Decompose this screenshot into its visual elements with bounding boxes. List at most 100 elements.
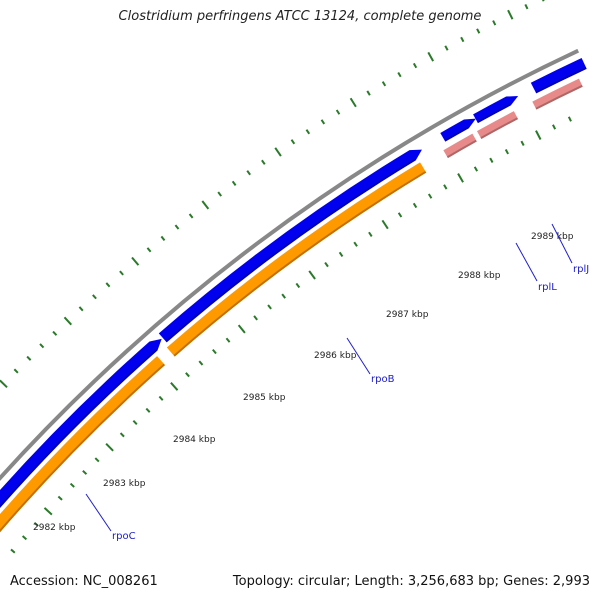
inner-tick (170, 382, 179, 391)
outer-tick-row (0, 0, 545, 389)
outer-tick (201, 200, 210, 210)
outer-tick (52, 330, 58, 336)
outer-tick (78, 306, 84, 312)
cds-rplJ-forward[interactable] (473, 95, 519, 124)
outer-tick (305, 129, 311, 135)
outer-tick (131, 256, 140, 266)
cds-rpoC-forward-a[interactable] (0, 338, 162, 514)
rrna-rplL[interactable] (443, 133, 477, 159)
cds-rpoB-reverse[interactable] (166, 162, 427, 357)
cds-rpoB-reverse-shade (173, 170, 427, 357)
outer-tick (381, 81, 387, 87)
outer-tick (349, 97, 357, 108)
inner-tick (353, 241, 358, 247)
inner-tick (21, 535, 28, 541)
outer-tick (460, 36, 465, 43)
scale-label-2982: 2982 kbp (33, 523, 76, 533)
outer-tick (26, 355, 32, 361)
rpoC-leader (85, 493, 112, 532)
cds-rpoC-reverse-shade (0, 363, 166, 533)
genome-backbone (0, 48, 580, 482)
inner-tick (43, 507, 53, 516)
inner-tick (338, 251, 344, 257)
outer-tick (397, 71, 402, 78)
gene-label-rpoB[interactable]: rpoB (371, 374, 395, 385)
outer-tick (261, 159, 266, 165)
scale-label-group: 2982 kbp 2983 kbp 2984 kbp 2985 kbp 2986… (33, 232, 574, 533)
inner-tick (253, 315, 258, 321)
outer-tick (524, 4, 529, 10)
map-title: Clostridium perfringens ATCC 13124, comp… (118, 9, 482, 24)
outer-tick (274, 147, 282, 157)
inner-tick (119, 432, 125, 438)
cds-rplJ-forward-shade (476, 103, 511, 124)
rpoB-leader (346, 337, 371, 375)
genome-summary-text: Topology: circular; Length: 3,256,683 bp… (232, 574, 590, 589)
rrna-next[interactable] (532, 78, 583, 110)
outer-tick (119, 270, 124, 276)
cds-rpoB-forward[interactable] (158, 149, 422, 343)
inner-tick (237, 324, 246, 334)
inner-tick (397, 212, 403, 218)
inner-tick (567, 116, 572, 122)
gene-label-rplJ[interactable]: rplJ (573, 264, 589, 275)
cds-rplL-forward[interactable] (440, 118, 476, 142)
inner-tick (489, 157, 494, 163)
inner-tick (225, 337, 231, 343)
outer-tick (542, 0, 545, 2)
outer-tick (476, 28, 481, 34)
cds-rplL-forward-shade (444, 126, 469, 142)
gene-label-rpoC[interactable]: rpoC (112, 531, 136, 542)
rrna-next-shade (535, 84, 583, 110)
outer-tick (366, 90, 371, 96)
gene-label-rplL[interactable]: rplL (538, 282, 557, 293)
outer-tick (63, 316, 73, 326)
inner-tick-row (10, 116, 572, 554)
rrna-rplJ-shade (480, 117, 519, 139)
outer-tick (146, 247, 152, 253)
cds-rpoC-reverse[interactable] (0, 356, 166, 535)
outer-tick (231, 180, 237, 186)
rplJ-leader (551, 223, 573, 264)
inner-tick (212, 348, 217, 355)
inner-tick (145, 407, 151, 413)
outer-tick (290, 139, 296, 145)
outer-tick (160, 235, 166, 241)
inner-tick (427, 193, 433, 199)
outer-tick (217, 191, 222, 197)
inner-tick (504, 149, 510, 155)
inner-tick (57, 495, 63, 501)
inner-tick (473, 166, 479, 172)
cds-rpoC-forward-a-shade (0, 348, 158, 509)
gene-label-group: rpoC rpoB rplL rplJ (85, 223, 589, 542)
outer-tick (0, 379, 8, 389)
inner-tick (412, 202, 418, 209)
inner-tick (198, 360, 204, 366)
outer-tick (320, 119, 326, 125)
accession-text: Accession: NC_008261 (10, 574, 158, 589)
inner-tick (69, 482, 75, 488)
inner-tick (158, 395, 164, 401)
inner-tick (132, 420, 138, 426)
inner-tick (324, 261, 329, 268)
scale-label-2989: 2989 kbp (531, 232, 574, 242)
cds-next-forward[interactable] (530, 57, 587, 94)
outer-tick (92, 294, 97, 300)
outer-tick (412, 62, 418, 69)
scale-label-2985: 2985 kbp (243, 393, 286, 403)
scale-label-2986: 2986 kbp (314, 351, 357, 361)
rrna-rplL-shade (446, 139, 477, 159)
inner-tick (457, 173, 464, 183)
rrna-rplJ[interactable] (476, 111, 519, 139)
inner-tick (308, 270, 316, 280)
inner-tick (443, 184, 448, 190)
inner-tick (82, 470, 88, 475)
inner-tick (267, 304, 272, 310)
outer-tick (174, 224, 180, 230)
outer-tick (13, 368, 19, 374)
inner-tick (94, 457, 100, 463)
inner-tick (33, 521, 39, 527)
cds-next-forward-shade (535, 67, 587, 94)
